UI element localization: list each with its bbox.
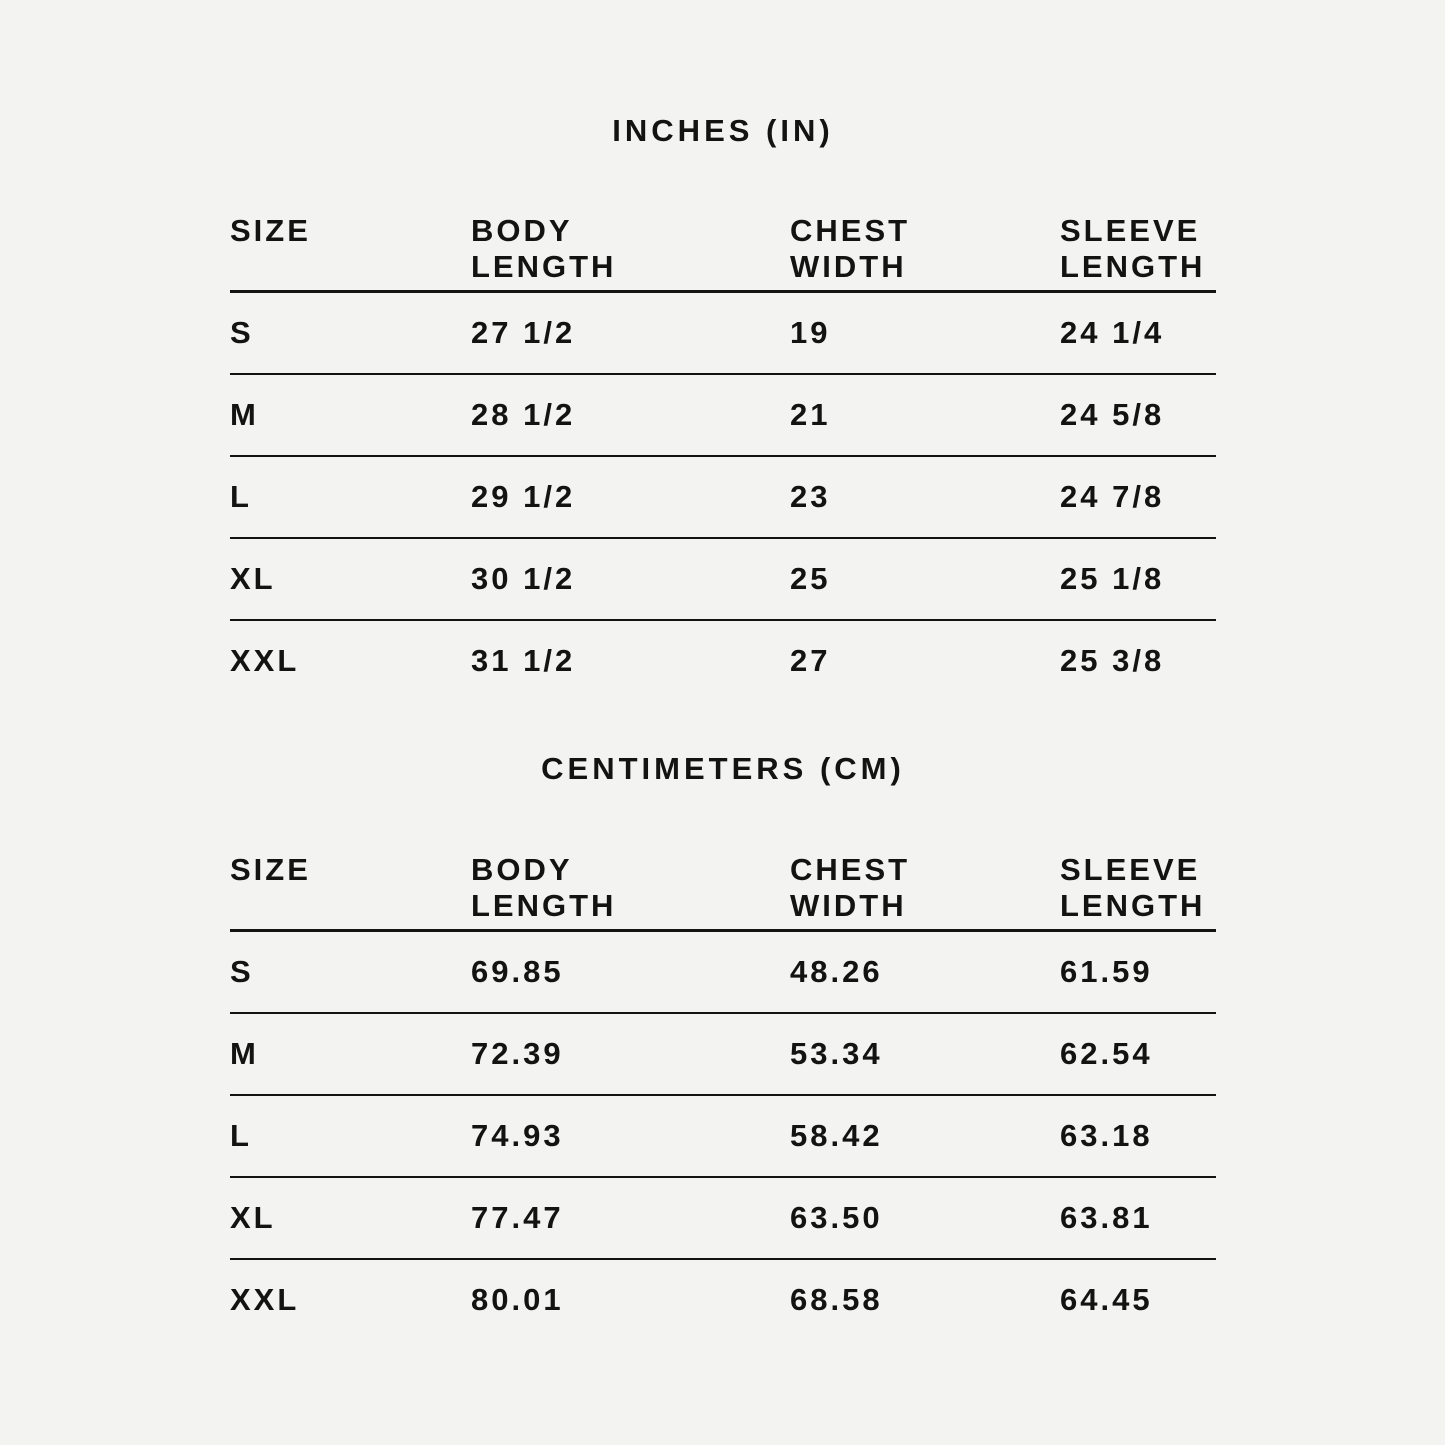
column-header-sleeve-length: SLEEVE LENGTH <box>1060 852 1216 924</box>
centimeters-header-row: SIZE BODY LENGTH CHEST WIDTH SLEEVE LENG… <box>230 852 1216 932</box>
column-header-size: SIZE <box>230 213 471 285</box>
column-header-chest-width-line2: WIDTH <box>790 249 907 284</box>
body-length-cell: 80.01 <box>471 1282 564 1317</box>
column-header-sleeve-length: SLEEVE LENGTH <box>1060 213 1216 285</box>
body-length-cell: 28 1/2 <box>471 397 576 432</box>
body-length-cell: 30 1/2 <box>471 561 576 596</box>
size-cell: XL <box>230 1200 276 1235</box>
sleeve-length-cell: 25 3/8 <box>1060 643 1165 678</box>
table-row-s: S 27 1/2 19 24 1/4 <box>230 293 1216 375</box>
size-cell: S <box>230 954 254 989</box>
inches-header-row: SIZE BODY LENGTH CHEST WIDTH SLEEVE LENG… <box>230 213 1216 293</box>
column-header-size: SIZE <box>230 852 471 924</box>
chest-width-cell: 63.50 <box>790 1200 883 1235</box>
chest-width-cell: 23 <box>790 479 831 514</box>
table-row-m: M 72.39 53.34 62.54 <box>230 1014 1216 1096</box>
body-length-cell: 31 1/2 <box>471 643 576 678</box>
sleeve-length-cell: 24 7/8 <box>1060 479 1165 514</box>
size-cell: L <box>230 479 252 514</box>
column-header-size-line2 <box>230 888 471 924</box>
chest-width-cell: 58.42 <box>790 1118 883 1153</box>
table-row-xxl: XXL 80.01 68.58 64.45 <box>230 1260 1216 1340</box>
sleeve-length-cell: 61.59 <box>1060 954 1153 989</box>
sleeve-length-cell: 25 1/8 <box>1060 561 1165 596</box>
sleeve-length-cell: 62.54 <box>1060 1036 1153 1071</box>
column-header-sleeve-length-line1: SLEEVE <box>1060 213 1201 248</box>
chest-width-cell: 21 <box>790 397 831 432</box>
column-header-size-line2 <box>230 249 471 285</box>
body-length-cell: 77.47 <box>471 1200 564 1235</box>
body-length-cell: 27 1/2 <box>471 315 576 350</box>
sleeve-length-cell: 63.81 <box>1060 1200 1153 1235</box>
table-row-m: M 28 1/2 21 24 5/8 <box>230 375 1216 457</box>
size-chart-sheet: INCHES (IN) SIZE BODY LENGTH CHEST WIDTH… <box>230 0 1216 1340</box>
chest-width-cell: 68.58 <box>790 1282 883 1317</box>
column-header-sleeve-length-line2: LENGTH <box>1060 888 1206 923</box>
size-cell: M <box>230 1036 259 1071</box>
table-row-xl: XL 30 1/2 25 25 1/8 <box>230 539 1216 621</box>
chest-width-cell: 27 <box>790 643 831 678</box>
body-length-cell: 74.93 <box>471 1118 564 1153</box>
table-row-xl: XL 77.47 63.50 63.81 <box>230 1178 1216 1260</box>
sleeve-length-cell: 64.45 <box>1060 1282 1153 1317</box>
column-header-chest-width-line1: CHEST <box>790 852 911 887</box>
column-header-body-length-line1: BODY <box>471 213 573 248</box>
size-cell: XL <box>230 561 276 596</box>
body-length-cell: 29 1/2 <box>471 479 576 514</box>
chest-width-cell: 25 <box>790 561 831 596</box>
sleeve-length-cell: 63.18 <box>1060 1118 1153 1153</box>
column-header-size-line1: SIZE <box>230 852 311 887</box>
size-cell: S <box>230 315 254 350</box>
column-header-sleeve-length-line1: SLEEVE <box>1060 852 1201 887</box>
size-cell: XXL <box>230 643 300 678</box>
inches-table-title: INCHES (IN) <box>612 113 834 148</box>
sleeve-length-cell: 24 5/8 <box>1060 397 1165 432</box>
table-row-s: S 69.85 48.26 61.59 <box>230 932 1216 1014</box>
inches-table: INCHES (IN) SIZE BODY LENGTH CHEST WIDTH… <box>230 113 1216 701</box>
centimeters-table: CENTIMETERS (CM) SIZE BODY LENGTH CHEST … <box>230 751 1216 1340</box>
column-header-chest-width: CHEST WIDTH <box>790 213 1060 285</box>
chest-width-cell: 48.26 <box>790 954 883 989</box>
table-row-l: L 29 1/2 23 24 7/8 <box>230 457 1216 539</box>
size-cell: M <box>230 397 259 432</box>
table-row-xxl: XXL 31 1/2 27 25 3/8 <box>230 621 1216 701</box>
column-header-body-length-line1: BODY <box>471 852 573 887</box>
table-row-l: L 74.93 58.42 63.18 <box>230 1096 1216 1178</box>
chest-width-cell: 19 <box>790 315 831 350</box>
column-header-sleeve-length-line2: LENGTH <box>1060 249 1206 284</box>
column-header-body-length-line2: LENGTH <box>471 888 617 923</box>
column-header-chest-width-line2: WIDTH <box>790 888 907 923</box>
column-header-body-length-line2: LENGTH <box>471 249 617 284</box>
column-header-body-length: BODY LENGTH <box>471 852 790 924</box>
size-cell: XXL <box>230 1282 300 1317</box>
column-header-body-length: BODY LENGTH <box>471 213 790 285</box>
chest-width-cell: 53.34 <box>790 1036 883 1071</box>
sleeve-length-cell: 24 1/4 <box>1060 315 1165 350</box>
size-cell: L <box>230 1118 252 1153</box>
column-header-chest-width-line1: CHEST <box>790 213 911 248</box>
centimeters-table-title: CENTIMETERS (CM) <box>541 751 905 786</box>
column-header-size-line1: SIZE <box>230 213 311 248</box>
column-header-chest-width: CHEST WIDTH <box>790 852 1060 924</box>
body-length-cell: 72.39 <box>471 1036 564 1071</box>
body-length-cell: 69.85 <box>471 954 564 989</box>
